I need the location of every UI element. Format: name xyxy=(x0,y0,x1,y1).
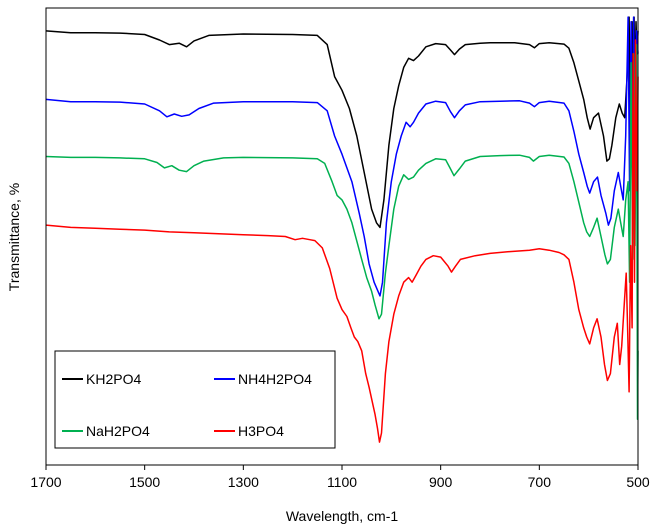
x-axis-ticks xyxy=(45,465,639,470)
x-axis-title: Wavelength, cm-1 xyxy=(286,508,399,524)
legend-label-kh2po4: KH2PO4 xyxy=(86,371,141,387)
legend: KH2PO4 NH4H2PO4 NaH2PO4 H3PO4 xyxy=(54,350,336,449)
legend-label-h3po4: H3PO4 xyxy=(238,423,284,439)
legend-label-nah2po4: NaH2PO4 xyxy=(86,423,150,439)
x-tick-label-1300: 1300 xyxy=(228,474,259,490)
x-tick-label-700: 700 xyxy=(528,474,552,490)
y-axis-title: Transmittance, % xyxy=(6,183,22,291)
series-line-nh4h2po4 xyxy=(45,16,639,297)
legend-box xyxy=(54,350,336,449)
x-tick-label-1700: 1700 xyxy=(30,474,61,490)
series-line-kh2po4 xyxy=(45,16,639,229)
legend-label-nh4h2po4: NH4H2PO4 xyxy=(238,371,312,387)
x-axis-tick-labels: 1700 1500 1300 1100 900 700 500 xyxy=(30,474,649,490)
series-layer xyxy=(45,16,639,443)
x-tick-label-1500: 1500 xyxy=(129,474,160,490)
x-tick-label-500: 500 xyxy=(626,474,650,490)
x-tick-label-900: 900 xyxy=(429,474,453,490)
x-tick-label-1100: 1100 xyxy=(327,474,357,490)
series-line-h3po4 xyxy=(45,39,639,443)
series-line-nah2po4 xyxy=(45,43,639,421)
